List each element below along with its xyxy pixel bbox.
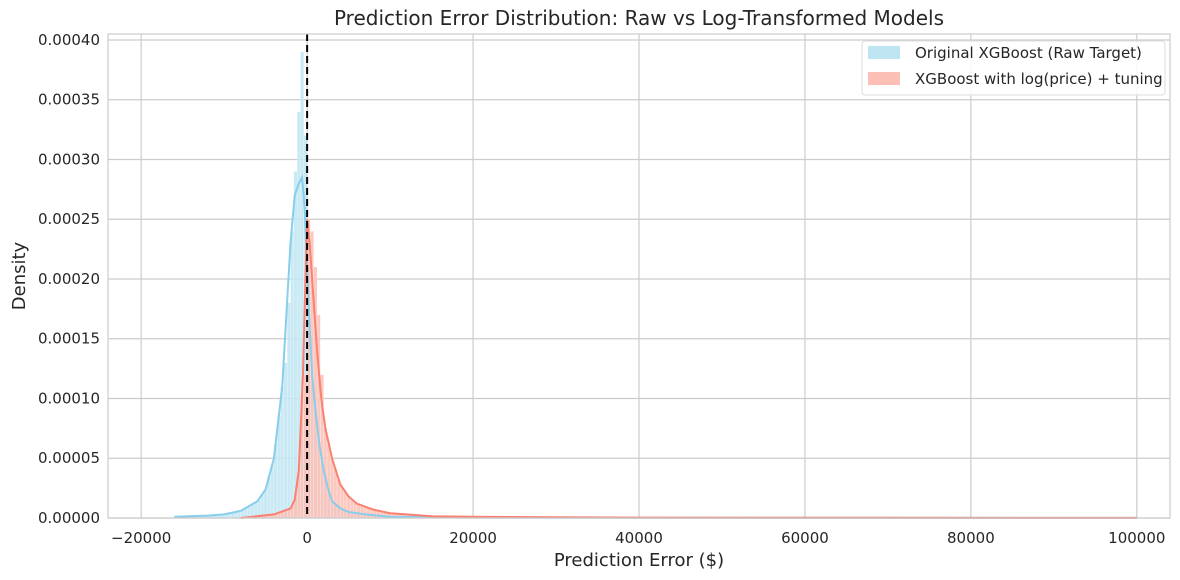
plot-frame <box>107 33 1171 519</box>
y-tick-label: 0.00025 <box>38 210 100 228</box>
y-tick-label: 0.00035 <box>38 91 100 109</box>
x-tick-label: −20000 <box>111 529 171 547</box>
y-tick-label: 0.00030 <box>38 150 100 168</box>
histogram-bar <box>283 362 288 519</box>
histogram-bar <box>353 502 358 519</box>
y-tick-label: 0.00005 <box>38 449 100 467</box>
x-tick-label: 0 <box>302 529 312 547</box>
legend-swatch-log <box>868 72 900 85</box>
histogram-bar <box>280 386 284 519</box>
x-axis-title: Prediction Error ($) <box>554 550 724 571</box>
histogram-bar <box>360 505 364 519</box>
y-tick-label: 0.00020 <box>38 270 100 288</box>
histogram-bar <box>333 468 338 519</box>
y-tick-label: 0.00000 <box>38 509 100 527</box>
y-tick-label: 0.00010 <box>38 389 100 407</box>
chart-title: Prediction Error Distribution: Raw vs Lo… <box>334 6 944 30</box>
y-tick-label: 0.00015 <box>38 330 100 348</box>
y-tick-labels: 0.00000 0.00005 0.00010 0.00015 0.00020 0.000… <box>38 31 100 527</box>
histogram-bar <box>263 489 268 519</box>
x-tick-label: 100000 <box>1108 529 1165 547</box>
histogram-bar <box>290 231 294 519</box>
histogram-bar <box>293 171 298 519</box>
histogram-bar <box>330 458 334 519</box>
histogram-bar <box>356 504 361 519</box>
y-tick-label: 0.00040 <box>38 31 100 49</box>
legend: Original XGBoost (Raw Target) XGBoost wi… <box>861 40 1166 96</box>
x-tick-label: 40000 <box>615 529 663 547</box>
histogram-bar <box>340 486 344 519</box>
kde-curve-log <box>240 219 1137 519</box>
x-tick-label: 80000 <box>947 529 995 547</box>
histogram-bar <box>326 443 331 519</box>
histogram-bar <box>350 499 354 519</box>
legend-box <box>861 40 1166 96</box>
histogram-bar <box>343 491 348 519</box>
histogram-bar <box>363 506 367 519</box>
histogram-bar <box>260 493 265 519</box>
histogram-bar <box>346 496 351 519</box>
legend-label-raw: Original XGBoost (Raw Target) <box>915 44 1142 62</box>
histogram-bar <box>366 507 371 519</box>
histogram-bar <box>287 302 291 519</box>
y-axis-title: Density <box>9 241 30 310</box>
legend-label-log: XGBoost with log(price) + tuning <box>915 70 1163 88</box>
x-tick-label: 20000 <box>449 529 497 547</box>
x-tick-labels: −20000 0 20000 40000 60000 80000 100000 <box>111 529 1165 547</box>
x-tick-label: 60000 <box>781 529 829 547</box>
legend-swatch-raw <box>868 46 900 59</box>
